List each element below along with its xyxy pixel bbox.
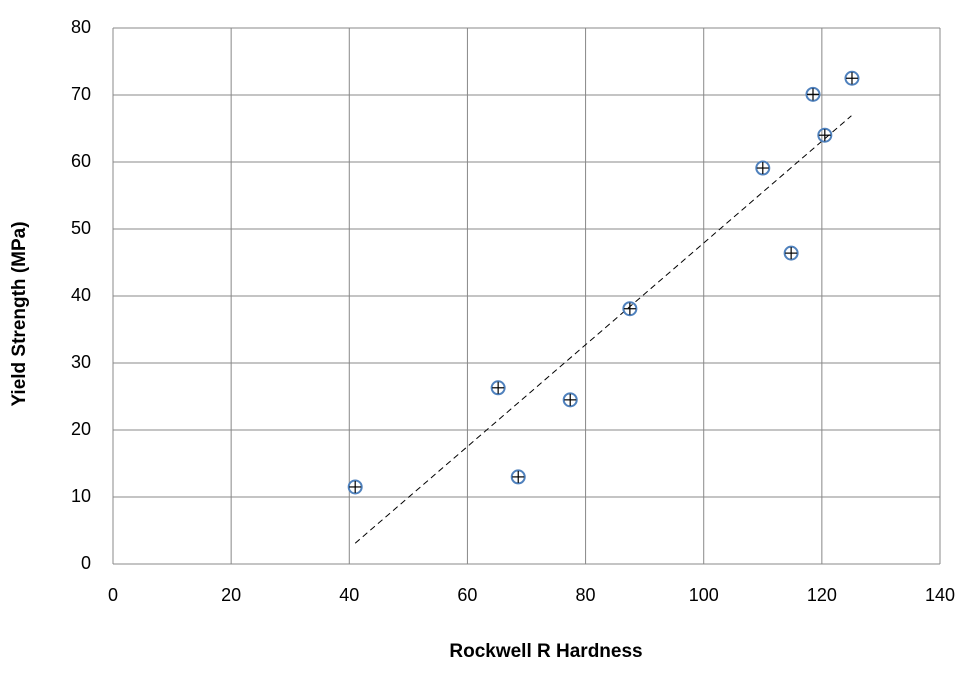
marker-part [562,392,578,408]
y-tick-label: 0 [81,553,91,573]
marker-part [755,160,771,176]
y-tick-label: 80 [71,17,91,37]
marker-part [510,469,526,485]
x-tick-label: 80 [576,585,596,605]
y-tick-label: 10 [71,486,91,506]
marker-part [622,301,638,317]
y-tick-label: 30 [71,352,91,372]
point [490,380,506,396]
point [622,301,638,317]
point [755,160,771,176]
x-tick-label: 120 [807,585,837,605]
x-tick-label: 100 [689,585,719,605]
y-tick-label: 60 [71,151,91,171]
trendline [354,115,852,544]
x-tick-label: 0 [108,585,118,605]
x-tick-label: 20 [221,585,241,605]
marker-part [783,245,799,261]
x-tick-label: 140 [925,585,955,605]
point [347,479,363,495]
point [562,392,578,408]
y-axis-title: Yield Strength (MPa) [9,221,30,406]
point [844,70,860,86]
marker-part [844,70,860,86]
marker-part [347,479,363,495]
y-tick-label: 70 [71,84,91,104]
point [783,245,799,261]
point [510,469,526,485]
y-tick-label: 50 [71,218,91,238]
point [817,127,833,143]
point [805,86,821,102]
marker-part [805,86,821,102]
marker-part [817,127,833,143]
y-tick-label: 20 [71,419,91,439]
y-tick-label: 40 [71,285,91,305]
x-tick-label: 60 [457,585,477,605]
x-axis-title: Rockwell R Hardness [449,641,642,662]
x-tick-label: 40 [339,585,359,605]
marker-part [490,380,506,396]
